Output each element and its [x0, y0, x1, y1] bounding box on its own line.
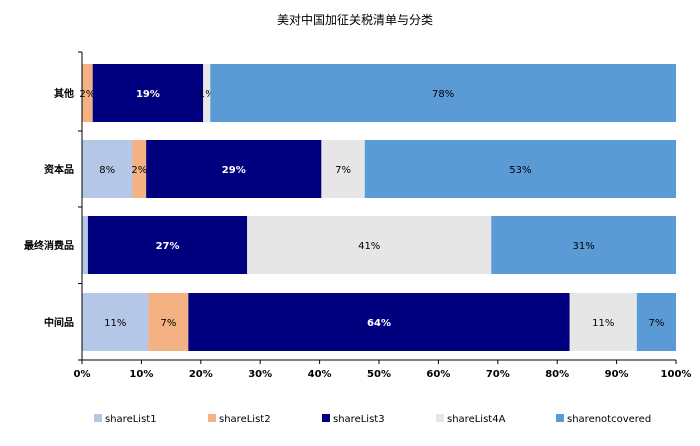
legend-swatch-shareList4A [436, 414, 444, 422]
bar-sharenotcovered-1 [364, 140, 676, 198]
data-label-shareList3-3: 64% [367, 318, 391, 329]
bar-shareList4A-0 [203, 64, 211, 122]
x-tick-label-5: 50% [367, 369, 391, 380]
data-label-shareList3-1: 29% [222, 165, 246, 176]
bar-shareList4A-3 [569, 293, 637, 351]
x-tick-label-0: 0% [74, 369, 91, 380]
legend: shareList1 shareList2 shareList3 shareList4… [94, 414, 651, 425]
bars-group: 2% 19% 1% 78% 8% 2% 29% 7% 53% 27% 41% 31% 11% 7% 64% 1… [79, 64, 676, 351]
legend-label-shareList1: shareList1 [105, 414, 157, 425]
bar-shareList3-3 [188, 293, 570, 351]
x-tick-label-1: 10% [129, 369, 153, 380]
bar-shareList3-0 [92, 64, 204, 122]
data-label-shareList1-3: 11% [104, 318, 126, 329]
x-tick-label-10: 100% [661, 369, 692, 380]
bar-shareList4A-1 [321, 140, 365, 198]
bar-shareList3-2 [87, 216, 248, 274]
bar-shareList2-3 [148, 293, 189, 351]
bar-shareList3-1 [146, 140, 322, 198]
bar-shareList1-1 [82, 140, 133, 198]
data-label-sharenotcovered-1: 53% [509, 165, 531, 176]
bar-sharenotcovered-3 [636, 293, 676, 351]
data-label-shareList4A-2: 41% [358, 241, 380, 252]
x-tick-label-7: 70% [486, 369, 510, 380]
category-label-0: 其他 [54, 87, 74, 100]
legend-label-shareList2: shareList2 [219, 414, 271, 425]
data-label-shareList3-0: 19% [136, 89, 160, 100]
data-label-shareList1-1: 8% [99, 165, 115, 176]
x-tick-label-3: 30% [248, 369, 272, 380]
bar-shareList4A-2 [247, 216, 492, 274]
category-label-1: 资本品 [44, 163, 74, 176]
data-label-sharenotcovered-3: 7% [648, 318, 664, 329]
data-label-sharenotcovered-2: 31% [573, 241, 595, 252]
bar-sharenotcovered-2 [491, 216, 676, 274]
legend-label-shareList4A: shareList4A [447, 414, 506, 425]
legend-swatch-shareList1 [94, 414, 102, 422]
category-label-2: 最终消费品 [24, 239, 74, 252]
data-label-shareList2-3: 7% [160, 318, 176, 329]
x-tick-label-8: 80% [545, 369, 569, 380]
data-label-shareList4A-0: 1% [199, 89, 215, 100]
category-label-3: 中间品 [44, 316, 74, 329]
bar-sharenotcovered-0 [210, 64, 676, 122]
data-label-shareList4A-1: 7% [335, 165, 351, 176]
legend-swatch-shareList3 [322, 414, 330, 422]
data-label-shareList2-1: 2% [131, 165, 147, 176]
data-label-sharenotcovered-0: 78% [432, 89, 454, 100]
legend-swatch-shareList2 [208, 414, 216, 422]
legend-swatch-sharenotcovered [556, 414, 564, 422]
x-tick-label-4: 40% [308, 369, 332, 380]
chart-title: 美对中国加征关税清单与分类 [277, 12, 433, 27]
x-tick-label-2: 20% [189, 369, 213, 380]
data-label-shareList3-2: 27% [156, 241, 180, 252]
x-tick-label-9: 90% [605, 369, 629, 380]
bar-shareList1-2 [82, 216, 88, 274]
legend-label-sharenotcovered: sharenotcovered [567, 414, 651, 425]
bar-shareList2-0 [82, 64, 93, 122]
bar-shareList1-3 [82, 293, 149, 351]
bar-shareList2-1 [132, 140, 147, 198]
x-tick-label-6: 60% [426, 369, 450, 380]
legend-label-shareList3: shareList3 [333, 414, 385, 425]
data-label-shareList2-0: 2% [79, 89, 95, 100]
data-label-shareList4A-3: 11% [592, 318, 614, 329]
